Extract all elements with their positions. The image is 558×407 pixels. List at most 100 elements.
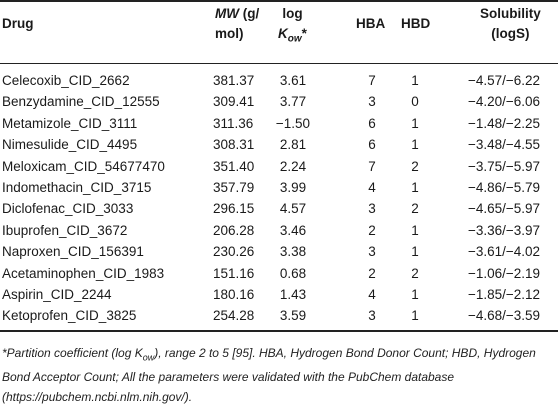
cell-drug: Diclofenac_CID_3033: [2, 201, 134, 217]
cell-hba: 7: [368, 158, 376, 174]
table-row: Metamizole_CID_3111 311.36 −1.50 6 1 −1.48/−2…: [0, 113, 558, 134]
cell-logkow: 0.68: [279, 265, 307, 281]
header-log-word: log: [282, 6, 303, 21]
cell-hbd: 2: [411, 265, 419, 281]
cell-solubility: −3.48/−4.55: [468, 137, 541, 153]
cell-drug: Benzydamine_CID_12555: [2, 94, 160, 110]
cell-mw: 151.16: [213, 265, 255, 281]
cell-drug: Aspirin_CID_2244: [2, 286, 112, 302]
cell-mw: 296.15: [213, 201, 255, 217]
cell-drug: Acetaminophen_CID_1983: [2, 265, 165, 281]
header-logkow: log Kow*: [278, 4, 307, 50]
table-row: Naproxen_CID_156391 230.26 3.38 3 1 −3.61/−4.…: [0, 241, 558, 262]
cell-solubility: −4.86/−5.79: [468, 179, 541, 195]
cell-drug: Ketoprofen_CID_3825: [2, 308, 137, 324]
cell-solubility: −1.06/−2.19: [468, 265, 541, 281]
table-footnote: *Partition coefficient (log Kow), range …: [2, 343, 554, 407]
cell-solubility: −4.68/−3.59: [468, 308, 541, 324]
cell-drug: Nimesulide_CID_4495: [2, 137, 138, 153]
cell-drug: Naproxen_CID_156391: [2, 244, 144, 260]
table-row: Indomethacin_CID_3715 357.79 3.99 4 1 −4.86/−…: [0, 177, 558, 198]
cell-logkow: 3.77: [279, 94, 307, 110]
cell-logkow: 1.43: [279, 286, 307, 302]
table-row: Celecoxib_CID_2662 381.37 3.61 7 1 −4.57/−6.2…: [0, 70, 558, 91]
footnote-part1: *Partition coefficient (log K: [2, 346, 143, 360]
header-mw-unit-2: mol): [215, 26, 244, 41]
cell-mw: 254.28: [213, 308, 255, 324]
table-row: Aspirin_CID_2244 180.16 1.43 4 1 −1.85/−2.12: [0, 284, 558, 305]
header-drug: Drug: [2, 16, 34, 31]
table-top-rule: [0, 0, 558, 2]
cell-mw: 308.31: [213, 137, 255, 153]
header-solubility: Solubility (logS): [480, 4, 541, 44]
cell-mw: 180.16: [213, 286, 255, 302]
table-row: Diclofenac_CID_3033 296.15 4.57 3 2 −4.65/−5.…: [0, 198, 558, 219]
cell-hbd: 2: [411, 158, 419, 174]
cell-solubility: −3.36/−3.97: [468, 222, 541, 238]
table-bottom-rule: [0, 330, 558, 332]
cell-logkow: 4.57: [279, 201, 307, 217]
cell-drug: Metamizole_CID_3111: [2, 115, 138, 131]
cell-drug: Ibuprofen_CID_3672: [2, 222, 128, 238]
cell-hba: 3: [368, 94, 376, 110]
cell-hba: 3: [368, 244, 376, 260]
cell-hba: 4: [368, 179, 376, 195]
cell-drug: Celecoxib_CID_2662: [2, 73, 130, 88]
table-row: Ketoprofen_CID_3825 254.28 3.59 3 1 −4.68/−3.…: [0, 305, 558, 326]
cell-hbd: 1: [411, 286, 419, 302]
table-row: Benzydamine_CID_12555 309.41 3.77 3 0 −4.20/−…: [0, 91, 558, 112]
cell-logkow: 3.46: [279, 222, 307, 238]
header-mw-unit-1: (g/: [242, 6, 260, 21]
header-hbd: HBD: [401, 16, 431, 31]
table-row: Meloxicam_CID_54677470 351.40 2.24 7 2 −3.75/…: [0, 156, 558, 177]
cell-mw: 311.36: [213, 115, 254, 131]
header-mw-italic: MW: [215, 6, 239, 21]
cell-mw: 351.40: [213, 158, 255, 174]
table-body: Celecoxib_CID_2662 381.37 3.61 7 1 −4.57/−6.2…: [0, 70, 558, 327]
cell-hba: 6: [368, 115, 376, 131]
cell-logkow: 3.99: [279, 179, 307, 195]
cell-solubility: −1.85/−2.12: [468, 286, 541, 302]
cell-hbd: 1: [411, 115, 419, 131]
table-row: Nimesulide_CID_4495 308.31 2.81 6 1 −3.48/−4.…: [0, 134, 558, 155]
cell-hbd: 1: [411, 222, 419, 238]
table-row: Acetaminophen_CID_1983 151.16 0.68 2 2 −1.06/…: [0, 263, 558, 284]
cell-hba: 7: [368, 73, 376, 88]
cell-hba: 3: [368, 308, 376, 324]
cell-mw: 309.41: [213, 94, 255, 110]
cell-hbd: 1: [411, 137, 419, 153]
header-mw: MW (g/ mol): [215, 4, 259, 44]
table-row: Ibuprofen_CID_3672 206.28 3.46 2 1 −3.36/−3.9…: [0, 220, 558, 241]
cell-hba: 6: [368, 137, 376, 153]
cell-logkow: −1.50: [275, 115, 311, 131]
cell-drug: Indomethacin_CID_3715: [2, 179, 152, 195]
cell-mw: 230.26: [213, 244, 255, 260]
cell-solubility: −4.20/−6.06: [468, 94, 541, 110]
cell-hbd: 1: [411, 73, 419, 88]
cell-solubility: −1.48/−2.25: [468, 115, 541, 131]
cell-solubility: −4.57/−6.22: [468, 73, 541, 88]
cell-hbd: 2: [411, 201, 419, 217]
cell-drug: Meloxicam_CID_54677470: [2, 158, 165, 174]
cell-mw: 206.28: [213, 222, 255, 238]
footnote-part2: ), range 2 to 5 [95]. HBA, Hydrogen Bond…: [2, 346, 536, 405]
cell-solubility: −3.61/−4.02: [468, 244, 541, 260]
cell-hbd: 1: [411, 244, 419, 260]
cell-logkow: 3.59: [279, 308, 307, 324]
cell-logkow: 3.61: [279, 73, 307, 88]
cell-hbd: 1: [411, 179, 419, 195]
cell-hba: 2: [368, 222, 376, 238]
cell-hbd: 1: [411, 308, 419, 324]
cell-mw: 381.37: [213, 73, 255, 88]
cell-logkow: 2.81: [279, 137, 307, 153]
cell-solubility: −3.75/−5.97: [468, 158, 541, 174]
header-log-k: K: [278, 26, 288, 41]
header-sol-unit: (logS): [491, 26, 530, 41]
header-sol-word: Solubility: [480, 6, 541, 21]
cell-hba: 3: [368, 201, 376, 217]
cell-hbd: 0: [411, 94, 419, 110]
cell-logkow: 3.38: [279, 244, 307, 260]
header-hba: HBA: [356, 16, 386, 31]
header-log-sub: ow: [287, 33, 302, 45]
